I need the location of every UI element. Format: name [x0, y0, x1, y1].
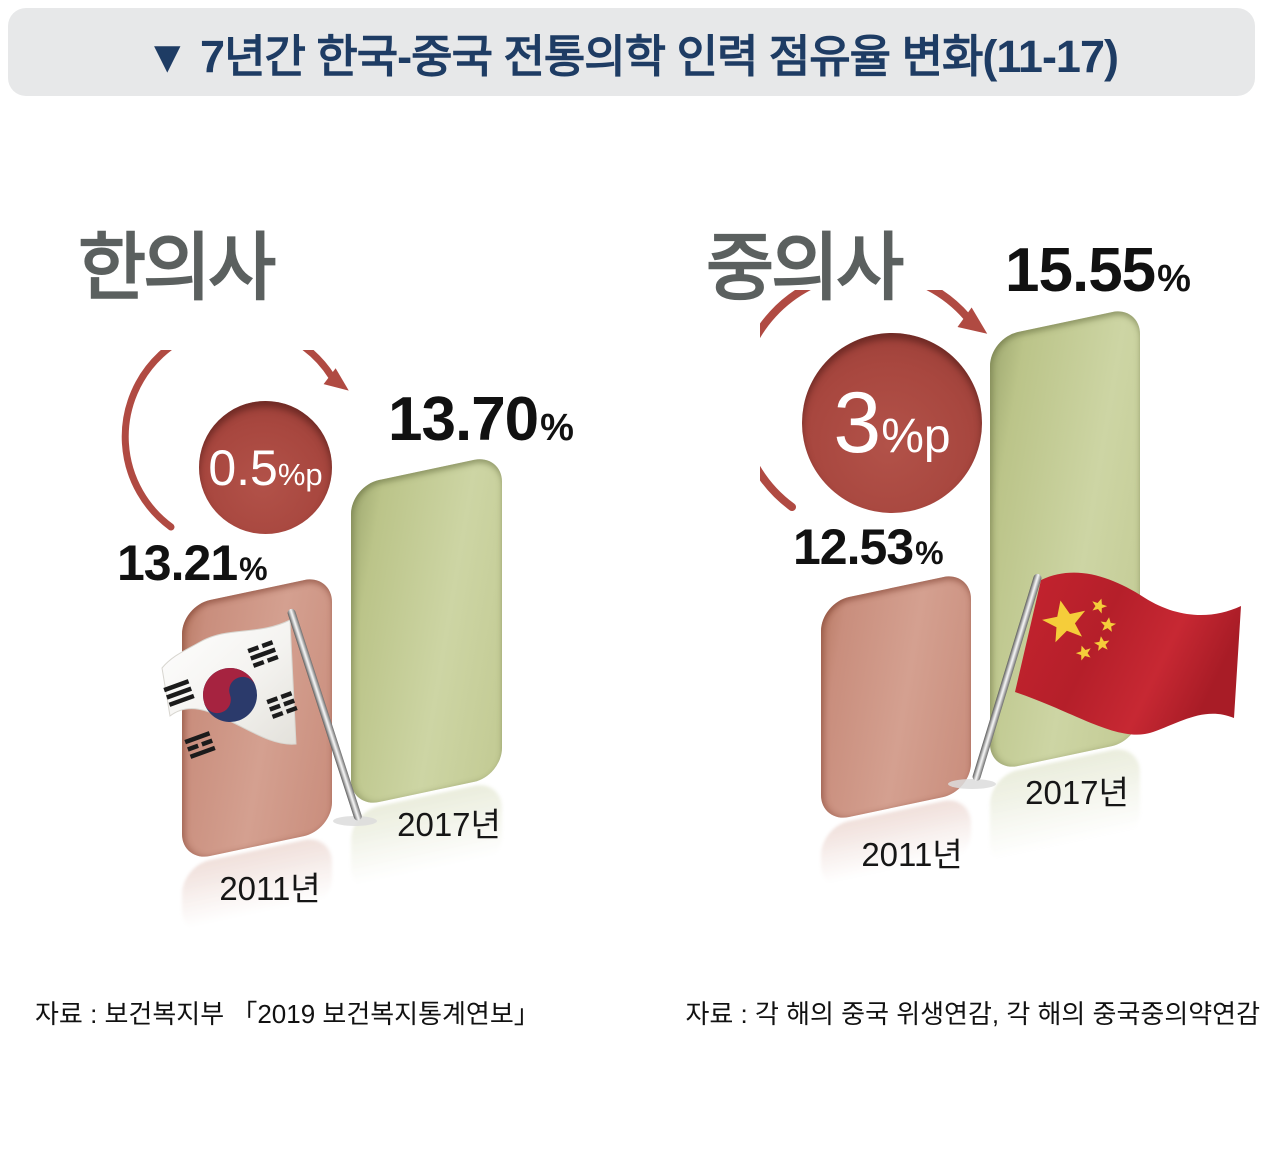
china-pole-base [948, 779, 996, 789]
korea-change-unit: %p [277, 456, 323, 492]
korea-2011-unit: % [239, 551, 267, 587]
title-banner: ▼ 7년간 한국-중국 전통의학 인력 점유율 변화(11-17) [8, 8, 1255, 96]
china-2017-number: 15.55 [1005, 236, 1156, 305]
korea-2017-value: 13.70 % [388, 384, 574, 455]
south-korea-flag-icon [161, 619, 298, 759]
china-2011-value: 12.53 % [793, 518, 944, 576]
korea-change-value: 0.5 [208, 439, 278, 496]
china-change-value: 3 [833, 374, 882, 471]
korea-2017-year-label: 2017년 [397, 806, 501, 843]
page-title: ▼ 7년간 한국-중국 전통의학 인력 점유율 변화(11-17) [145, 30, 1119, 82]
china-2011-number: 12.53 [793, 519, 914, 575]
korea-source-note: 자료 : 보건복지부 「2019 보건복지통계연보」 [35, 999, 540, 1029]
korea-2017-number: 13.70 [388, 385, 539, 454]
china-2011-unit: % [915, 535, 943, 571]
china-2017-value: 15.55 % [1005, 235, 1191, 306]
korea-2011-number: 13.21 [117, 535, 238, 591]
china-chart-heading: 중의사 [706, 226, 904, 309]
korea-2011-value: 13.21 % [117, 534, 268, 592]
china-2017-unit: % [1157, 258, 1191, 300]
korea-pole-base [333, 816, 377, 826]
korea-increase-arrow-icon [121, 350, 349, 531]
china-flag-icon [1015, 572, 1241, 735]
korea-chart-heading: 한의사 [78, 226, 276, 309]
china-2017-year-label: 2017년 [1025, 774, 1129, 811]
korea-2011-year-label: 2011년 [219, 870, 321, 907]
korea-change-badge: 0.5 %p [199, 401, 332, 534]
china-2011-year-label: 2011년 [861, 836, 963, 873]
china-change-badge: 3 %p [802, 333, 982, 513]
china-source-note: 자료 : 각 해의 중국 위생연감, 각 해의 중국중의약연감 [685, 999, 1260, 1029]
china-increase-arrow-icon [760, 290, 988, 511]
korea-2017-unit: % [540, 407, 574, 449]
china-change-unit: %p [881, 409, 951, 463]
